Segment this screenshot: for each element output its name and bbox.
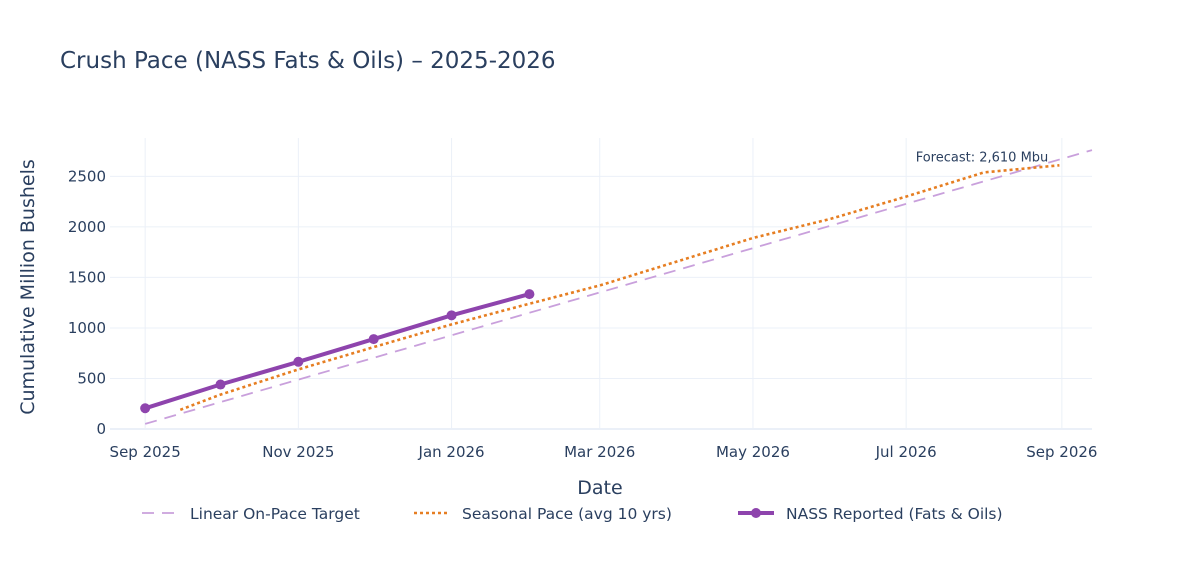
y-tick-label: 1500 [68,268,106,286]
series-line [144,149,1093,425]
legend-label: NASS Reported (Fats & Oils) [786,505,1003,523]
data-point [140,403,151,414]
data-point [293,356,304,367]
tick-layer: 0 500 1000 1500 2000 2500 Sep 2025 Nov 2025 Jan … [68,167,1098,461]
x-tick-label: May 2026 [716,443,790,461]
data-point [368,334,379,345]
x-tick-label: Mar 2026 [564,443,635,461]
x-tick-label: Sep 2025 [110,443,181,461]
annotation-layer: Forecast: 2,610 Mbu [916,150,1049,165]
data-point [524,289,535,300]
y-tick-label: 0 [96,420,106,438]
x-tick-label: Jan 2026 [418,443,485,461]
legend-label: Seasonal Pace (avg 10 yrs) [462,505,672,523]
y-tick-label: 2500 [68,167,106,185]
legend-marker [751,508,761,518]
series-line [179,164,1060,412]
y-tick-label: 1000 [68,319,106,337]
x-tick-label: Nov 2025 [262,443,334,461]
data-point [215,379,226,390]
y-tick-label: 500 [77,369,106,387]
legend-label: Linear On-Pace Target [190,505,360,523]
series-layer [140,149,1093,425]
x-tick-label: Jul 2026 [875,443,937,461]
legend: Linear On-Pace Target Seasonal Pace (avg … [142,505,1003,523]
y-axis-title: Cumulative Million Bushels [17,159,39,415]
data-point [446,310,457,321]
series-line [144,292,530,411]
chart-title: Crush Pace (NASS Fats & Oils) – 2025-202… [60,48,556,74]
y-tick-label: 2000 [68,218,106,236]
x-tick-label: Sep 2026 [1026,443,1097,461]
annotation-label: Forecast: 2,610 Mbu [916,150,1049,165]
x-axis-title: Date [577,477,622,499]
